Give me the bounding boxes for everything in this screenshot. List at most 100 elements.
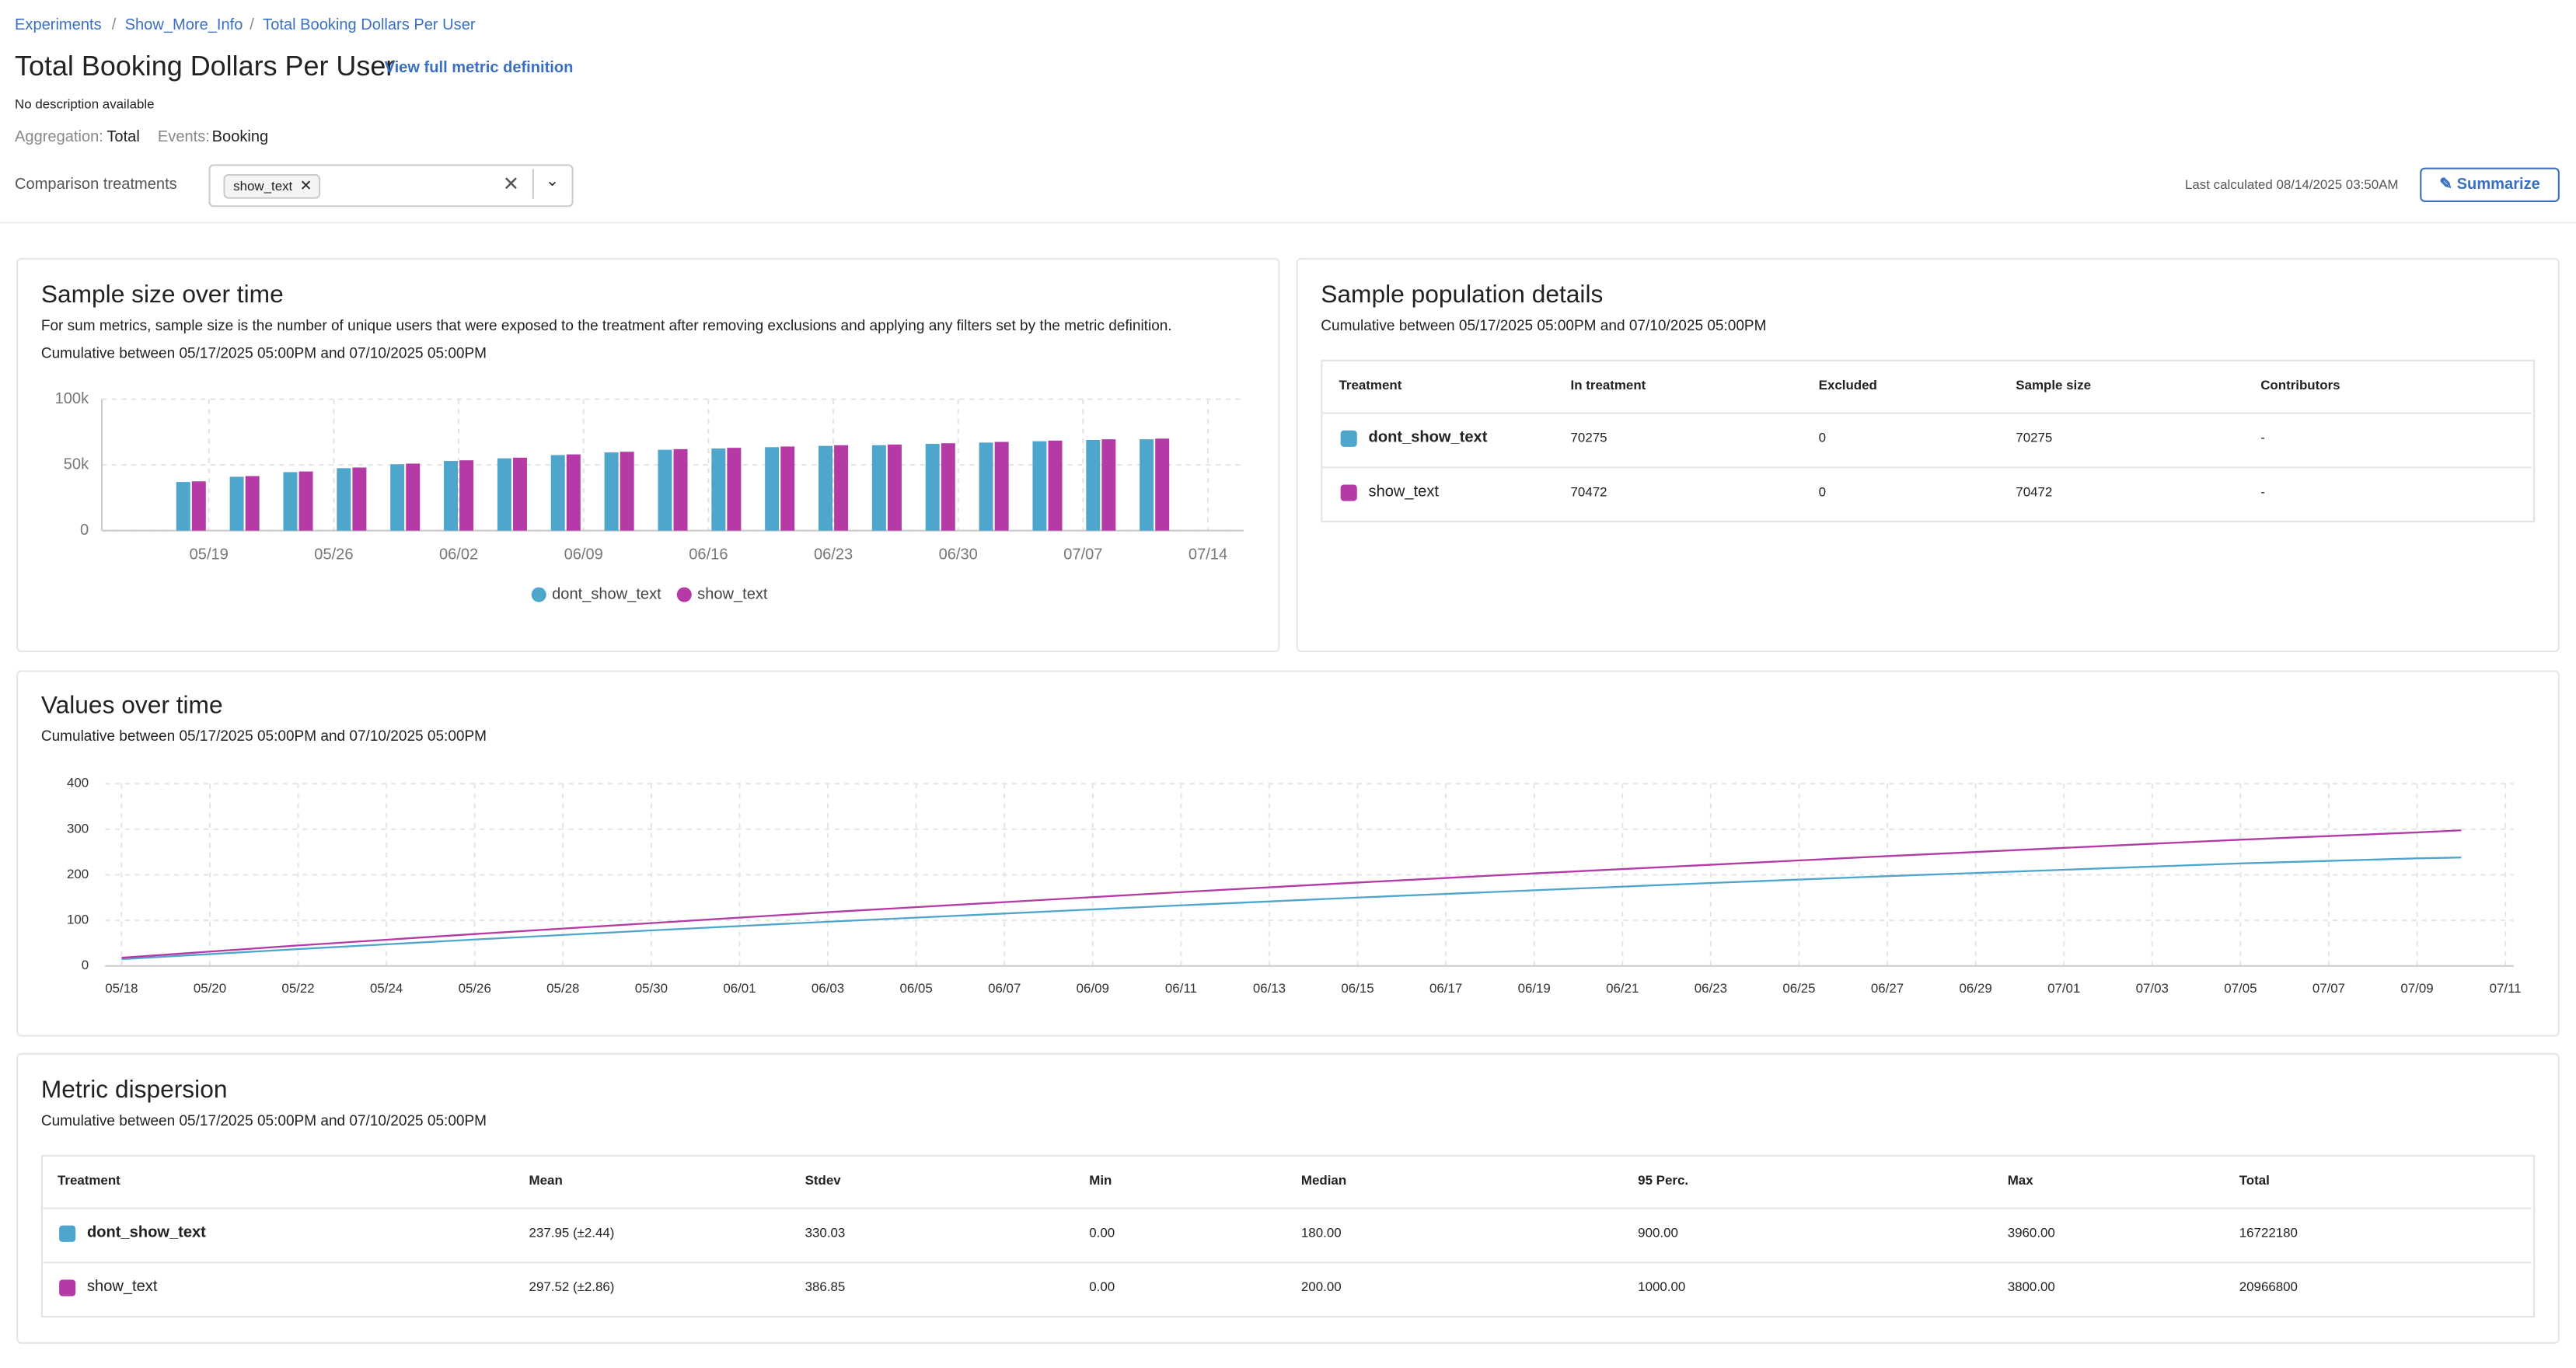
- bar: [566, 454, 581, 531]
- cell: 900.00: [1638, 1225, 1678, 1241]
- divider: [0, 222, 2576, 224]
- bar: [711, 448, 726, 531]
- legend-label: dont_show_text: [552, 585, 661, 602]
- x-tick-label: 05/28: [546, 981, 579, 996]
- cell: 297.52 (±2.86): [529, 1279, 615, 1295]
- bar: [941, 443, 955, 531]
- chip-remove[interactable]: ✕: [299, 177, 312, 194]
- bar: [604, 452, 619, 531]
- definition-link[interactable]: View full metric definition: [384, 59, 574, 78]
- bar: [673, 448, 688, 531]
- bar: [459, 460, 474, 531]
- bar: [658, 449, 672, 531]
- x-tick-label: 06/11: [1165, 981, 1197, 996]
- x-tick-label: 05/26: [314, 546, 353, 564]
- color-swatch: [59, 1279, 76, 1296]
- x-tick-label: 05/22: [281, 981, 314, 996]
- cell: 200.00: [1300, 1279, 1342, 1295]
- bar: [765, 447, 780, 531]
- cell: 0.00: [1089, 1225, 1115, 1241]
- x-tick-label: 06/27: [1871, 981, 1904, 996]
- treatment-name: show_text: [87, 1278, 158, 1296]
- cell: 70472: [1570, 484, 1607, 500]
- y-tick-label: 200: [67, 867, 89, 881]
- cell: -: [2260, 484, 2265, 500]
- cell: 0: [1818, 484, 1827, 500]
- y-tick-label: 50k: [64, 455, 89, 473]
- bar: [176, 482, 190, 531]
- bar: [444, 461, 459, 531]
- bar: [871, 445, 886, 531]
- page-title: Total Booking Dollars Per User: [15, 51, 396, 82]
- bar: [191, 481, 206, 531]
- dispersion-card: [16, 1052, 2560, 1344]
- column-header: Treatment: [1339, 378, 1402, 393]
- color-swatch: [59, 1225, 76, 1242]
- cell: 180.00: [1300, 1225, 1342, 1241]
- separator: /: [111, 16, 117, 35]
- aggregation: Total: [106, 127, 140, 147]
- column-header: Total: [2239, 1173, 2270, 1188]
- bar: [1155, 438, 1170, 531]
- cell: 70275: [2016, 430, 2053, 445]
- breadcrumb[interactable]: Total Booking Dollars Per User: [263, 16, 476, 35]
- y-tick-label: 400: [67, 776, 89, 790]
- column-header: Max: [2007, 1173, 2033, 1188]
- card-title: Values over time: [40, 691, 223, 720]
- cell: 330.03: [805, 1225, 846, 1241]
- x-tick-label: 07/01: [2047, 981, 2080, 996]
- bar: [819, 445, 832, 531]
- card-subtitle: Cumulative between 05/17/2025 05:00PM an…: [40, 1112, 487, 1129]
- treatment-select[interactable]: show_text ✕ ✕ ⌄: [208, 164, 574, 208]
- column-header: Median: [1300, 1173, 1347, 1188]
- column-header: In treatment: [1570, 378, 1646, 393]
- card-subtitle: Cumulative between 05/17/2025 05:00PM an…: [40, 728, 487, 745]
- separator: /: [250, 16, 254, 35]
- card-subtitle: Cumulative between 05/17/2025 05:00PM an…: [40, 344, 487, 361]
- cell: 16722180: [2239, 1225, 2298, 1241]
- summarize-button[interactable]: ✎ Summarize: [2420, 167, 2560, 202]
- x-tick-label: 07/11: [2490, 981, 2522, 996]
- cell: 386.85: [805, 1279, 846, 1295]
- card-title: Metric dispersion: [40, 1076, 228, 1105]
- x-tick-label: 05/26: [459, 981, 491, 996]
- x-tick-label: 06/01: [723, 981, 756, 996]
- cell: 3960.00: [2007, 1225, 2055, 1241]
- card-title: Sample population details: [1321, 281, 1604, 309]
- x-tick-label: 05/19: [190, 546, 229, 564]
- dropdown-button[interactable]: ⌄: [545, 172, 560, 191]
- y-tick-label: 100: [67, 913, 89, 927]
- x-tick-label: 07/09: [2400, 981, 2433, 996]
- bar: [834, 445, 849, 531]
- sample-size-card: [16, 257, 1280, 653]
- column-header: Excluded: [1818, 378, 1877, 393]
- bar: [337, 468, 351, 531]
- column-header: Stdev: [805, 1173, 841, 1188]
- bar: [229, 476, 244, 531]
- button-text: Summarize: [2456, 176, 2540, 194]
- breadcrumb[interactable]: Experiments: [15, 16, 102, 35]
- bar: [245, 476, 260, 531]
- bar: [994, 441, 1009, 531]
- y-tick-label: 0: [80, 522, 89, 539]
- breadcrumb[interactable]: Show_More_Info: [124, 16, 243, 35]
- values-card: [16, 670, 2560, 1037]
- last-calculated: Last calculated 08/14/2025 03:50AM: [2184, 177, 2399, 193]
- cell: 237.95 (±2.44): [529, 1225, 615, 1241]
- sparkle-icon: ✎: [2439, 176, 2457, 194]
- color-swatch: [1340, 430, 1357, 447]
- clear-button[interactable]: ✕: [502, 172, 520, 196]
- x-tick-label: 06/23: [1695, 981, 1727, 996]
- x-tick-label: 06/21: [1606, 981, 1639, 996]
- x-tick-label: 05/30: [635, 981, 668, 996]
- x-tick-label: 06/25: [1782, 981, 1815, 996]
- x-tick-label: 07/05: [2224, 981, 2257, 996]
- x-tick-label: 06/02: [439, 546, 478, 564]
- selected-chip: show_text ✕: [223, 174, 321, 199]
- x-tick-label: 06/23: [814, 546, 853, 564]
- x-tick-label: 07/03: [2136, 981, 2169, 996]
- cell: 3800.00: [2007, 1279, 2055, 1295]
- bar: [727, 448, 742, 531]
